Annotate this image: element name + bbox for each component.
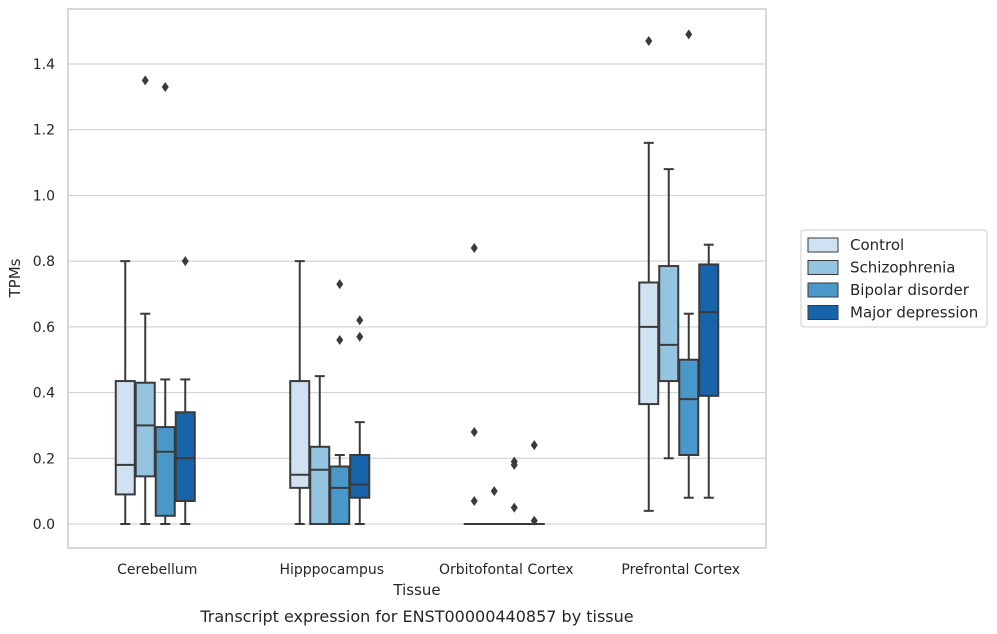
legend-label: Bipolar disorder <box>850 281 970 299</box>
box <box>114 380 136 496</box>
box-group <box>349 315 371 525</box>
box-group <box>463 243 485 526</box>
outlier-point <box>530 440 538 451</box>
box-group <box>503 456 525 526</box>
outlier-point <box>161 82 169 92</box>
outlier-point <box>470 427 478 437</box>
outlier-point <box>530 515 538 526</box>
box <box>174 411 196 502</box>
legend-swatch <box>807 237 839 253</box>
plot-frame <box>67 8 767 549</box>
box <box>329 465 351 525</box>
x-tick-label: Prefrontal Cortex <box>621 562 740 578</box>
box <box>154 426 176 517</box>
y-tick-label: 1.2 <box>33 123 55 139</box>
outlier-point <box>336 335 344 345</box>
legend-swatch <box>807 305 839 320</box>
legend-swatch <box>807 282 839 298</box>
box <box>698 263 720 397</box>
x-tick-label: Hipppocampus <box>279 562 384 578</box>
box-group <box>698 243 720 499</box>
outlier-point <box>490 486 498 497</box>
box-group <box>658 168 680 460</box>
y-tick-label: 0.2 <box>33 451 55 467</box>
box-group <box>114 260 136 525</box>
box <box>638 281 660 406</box>
box-group <box>638 36 660 512</box>
box <box>658 265 680 383</box>
legend: Control Schizophrenia Bipolar disorder Majo… <box>800 229 988 328</box>
y-tick-label: 0.4 <box>33 386 55 402</box>
box <box>678 358 700 457</box>
legend-items: Control Schizophrenia Bipolar disorder Majo… <box>807 236 978 322</box>
outlier-point <box>685 29 693 40</box>
box <box>309 445 331 525</box>
y-axis-label: TPMs <box>6 258 24 298</box>
legend-label: Schizophrenia <box>850 259 955 277</box>
outlier-point <box>141 75 149 86</box>
box-group <box>174 256 196 525</box>
box-group <box>523 440 545 526</box>
boxes <box>114 29 720 526</box>
box-group <box>678 29 700 499</box>
box <box>289 380 311 489</box>
box <box>349 454 371 499</box>
outlier-point <box>470 243 478 253</box>
figure-caption: Transcript expression for ENST0000044085… <box>199 607 633 626</box>
y-tick-label: 0.8 <box>33 254 55 270</box>
outlier-point <box>356 315 364 326</box>
y-tick-label: 1.0 <box>33 188 55 204</box>
box-group <box>134 75 156 525</box>
outlier-point <box>356 331 364 342</box>
legend-frame <box>800 229 988 328</box>
box-group <box>289 260 311 525</box>
y-tick-labels: 0.0 0.2 0.4 0.6 0.8 1.0 1.2 1.4 <box>33 57 55 533</box>
x-tick-label: Cerebellum <box>117 562 197 578</box>
y-tick-label: 0.6 <box>33 320 55 336</box>
box-group <box>483 486 505 526</box>
outlier-point <box>336 279 344 290</box>
y-tick-label: 1.4 <box>33 57 55 73</box>
x-tick-labels: Cerebellum Hipppocampus Orbitofontal Corte… <box>117 562 740 578</box>
legend-swatch <box>807 260 839 275</box>
outlier-point <box>510 459 518 470</box>
x-axis-label: Tissue <box>392 581 440 599</box>
y-tick-label: 0.0 <box>33 517 55 533</box>
outlier-point <box>510 502 518 513</box>
legend-label: Control <box>850 236 904 254</box>
x-tick-label: Orbitofontal Cortex <box>439 562 574 578</box>
outlier-point <box>645 36 653 46</box>
legend-label: Major depression <box>850 304 978 322</box>
box <box>134 381 156 478</box>
outlier-point <box>470 496 478 506</box>
outlier-point <box>181 256 189 267</box>
